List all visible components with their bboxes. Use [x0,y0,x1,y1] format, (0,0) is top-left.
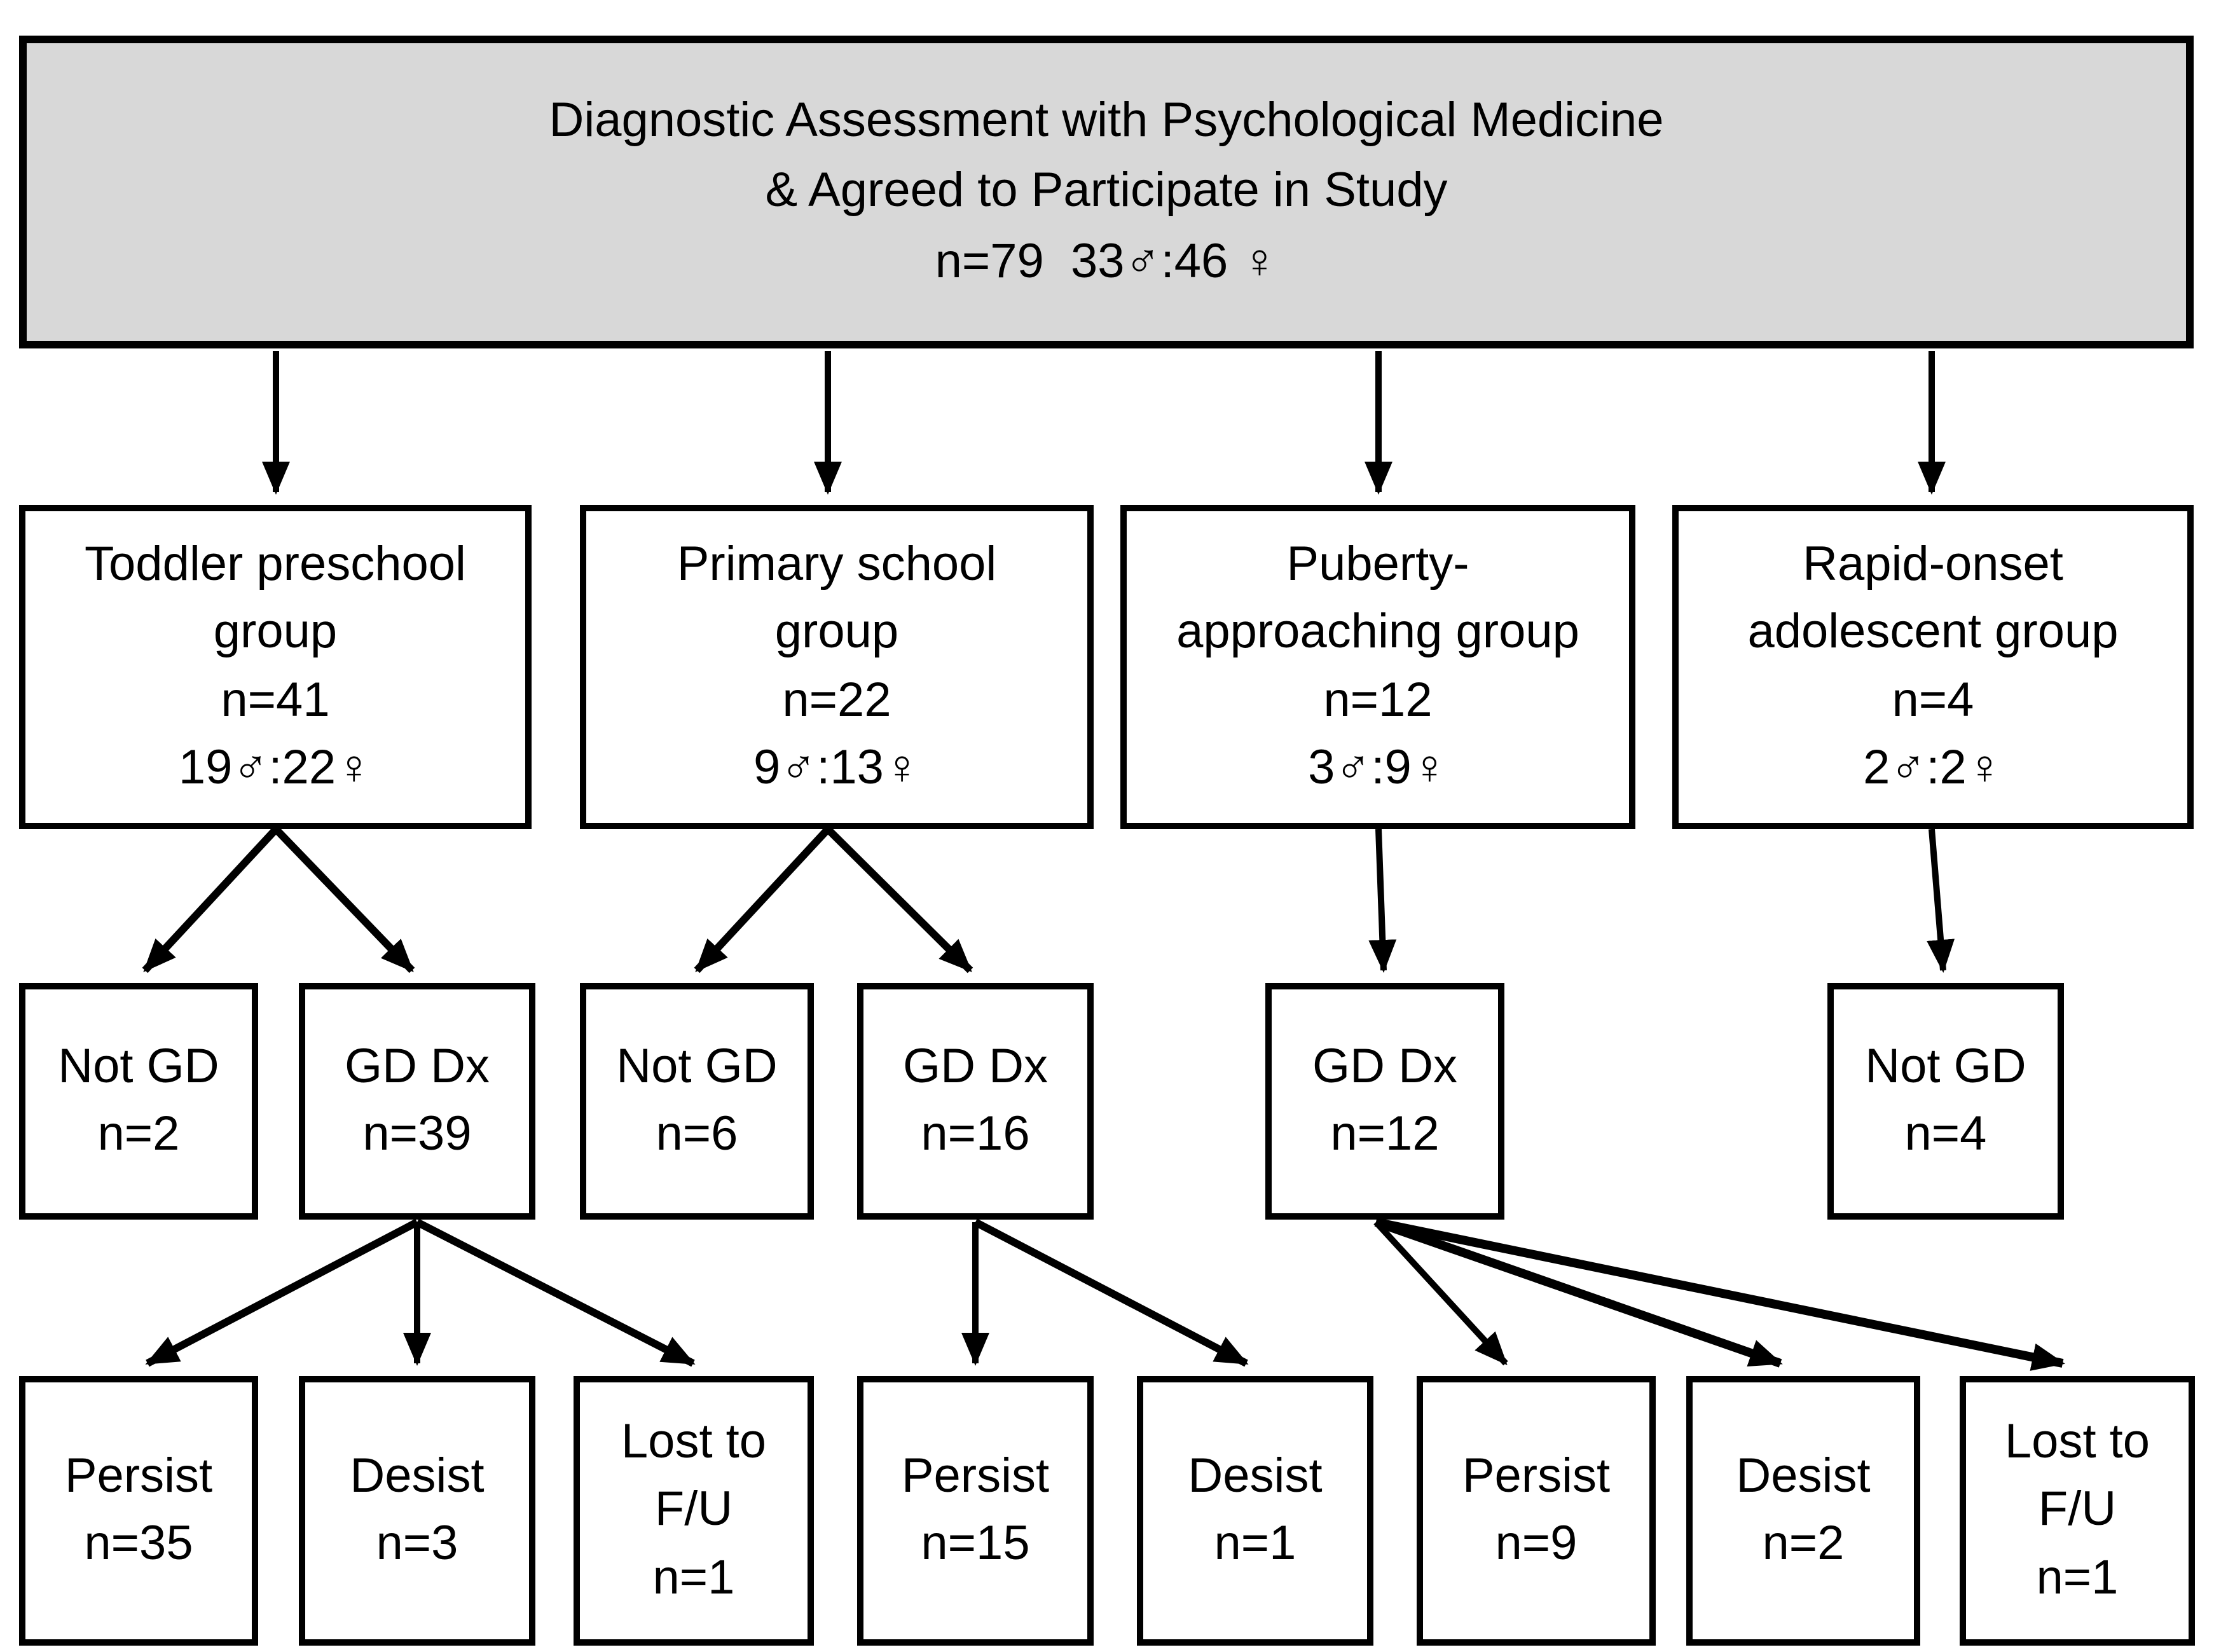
outcome-n: n=35 [84,1517,193,1571]
group-sex-ratio: 19♂:22♀ [178,741,373,795]
outcome-label: Desist [350,1449,485,1503]
box-not-gd-n6: Not GD n=6 [580,983,814,1220]
group-n: n=4 [1892,673,1974,727]
arrow-gd-dx-12-to-desist-2 [1374,1218,1783,1368]
box-desist-n2: Desist n=2 [1686,1376,1920,1646]
group-name: Puberty- [1286,538,1469,592]
box-persist-n15: Persist n=15 [857,1376,1094,1646]
outcome-label: Persist [1462,1449,1611,1503]
arrow-gd-dx-12-to-persist-9 [1373,1220,1508,1366]
arrow-toddler-to-not-gd-2 [142,826,279,974]
arrow-gd-dx-39-to-lost-fu-1 [415,1218,696,1367]
dx-label: Not GD [616,1040,778,1094]
group-name: group [774,605,899,659]
group-name: approaching group [1176,605,1579,659]
arrow-primary-to-not-gd-6 [694,826,831,974]
group-name: group [213,605,338,659]
box-gd-dx-n16: GD Dx n=16 [857,983,1094,1220]
arrow-gd-dx-16-to-desist-1 [973,1218,1249,1367]
outcome-n: n=15 [921,1517,1030,1571]
group-n: n=41 [221,673,330,727]
outcome-label: F/U [654,1483,733,1537]
dx-n: n=39 [362,1108,472,1161]
outcome-label: F/U [2038,1483,2117,1537]
group-name: Toddler preschool [85,538,466,592]
top-box-count: n=79 33♂:46 ♀ [935,235,1278,289]
outcome-label: Lost to [2004,1415,2150,1470]
dx-label: GD Dx [345,1040,490,1094]
arrow-puberty-to-gd-dx-12 [1368,829,1397,973]
box-desist-n3: Desist n=3 [299,1376,535,1646]
arrow-gd-dx-39-to-persist-35 [145,1218,419,1367]
dx-n: n=4 [1904,1108,1987,1161]
arrow-rapid-onset-to-not-gd-4 [1927,829,1955,973]
box-lost-to-fu-n1-puberty: Lost to F/U n=1 [1960,1376,2195,1646]
outcome-n: n=1 [2036,1551,2119,1605]
outcome-n: n=1 [652,1551,735,1605]
dx-label: GD Dx [1312,1040,1457,1094]
outcome-label: Lost to [621,1415,767,1470]
dx-n: n=2 [97,1108,180,1161]
group-sex-ratio: 3♂:9♀ [1308,741,1448,795]
group-n: n=22 [782,673,891,727]
box-primary-school-group: Primary school group n=22 9♂:13♀ [580,505,1094,829]
top-box-line-2: & Agreed to Participate in Study [765,164,1448,218]
arrow-primary-to-gd-dx-16 [825,826,973,974]
dx-label: GD Dx [903,1040,1048,1094]
arrow-gd-dx-12-to-lost-fu-1 [1375,1218,2065,1371]
outcome-label: Persist [64,1449,213,1503]
arrow-toddler-to-gd-dx-39 [273,826,415,974]
box-persist-n35: Persist n=35 [19,1376,258,1646]
outcome-label: Persist [901,1449,1050,1503]
group-name: Rapid-onset [1803,538,2063,592]
outcome-n: n=2 [1762,1517,1845,1571]
outcome-label: Desist [1188,1449,1323,1503]
outcome-n: n=3 [376,1517,458,1571]
group-n: n=12 [1323,673,1433,727]
group-name: Primary school [677,538,997,592]
box-puberty-approaching-group: Puberty- approaching group n=12 3♂:9♀ [1120,505,1635,829]
dx-n: n=16 [921,1108,1030,1161]
box-lost-to-fu-n1-toddler: Lost to F/U n=1 [574,1376,814,1646]
top-box-line-1: Diagnostic Assessment with Psychological… [549,94,1664,148]
outcome-n: n=9 [1495,1517,1578,1571]
outcome-label: Desist [1736,1449,1871,1503]
box-persist-n9: Persist n=9 [1417,1376,1656,1646]
box-gd-dx-n12: GD Dx n=12 [1265,983,1504,1220]
dx-n: n=12 [1330,1108,1440,1161]
box-rapid-onset-adolescent-group: Rapid-onset adolescent group n=4 2♂:2♀ [1672,505,2194,829]
dx-label: Not GD [58,1040,219,1094]
group-sex-ratio: 9♂:13♀ [753,741,920,795]
dx-n: n=6 [656,1108,738,1161]
group-name: adolescent group [1747,605,2119,659]
box-toddler-preschool-group: Toddler preschool group n=41 19♂:22♀ [19,505,532,829]
box-gd-dx-n39: GD Dx n=39 [299,983,535,1220]
box-desist-n1: Desist n=1 [1137,1376,1373,1646]
dx-label: Not GD [1865,1040,2026,1094]
group-sex-ratio: 2♂:2♀ [1863,741,2003,795]
box-not-gd-n2: Not GD n=2 [19,983,258,1220]
outcome-n: n=1 [1214,1517,1296,1571]
box-not-gd-n4: Not GD n=4 [1827,983,2064,1220]
box-diagnostic-assessment: Diagnostic Assessment with Psychological… [19,36,2194,348]
